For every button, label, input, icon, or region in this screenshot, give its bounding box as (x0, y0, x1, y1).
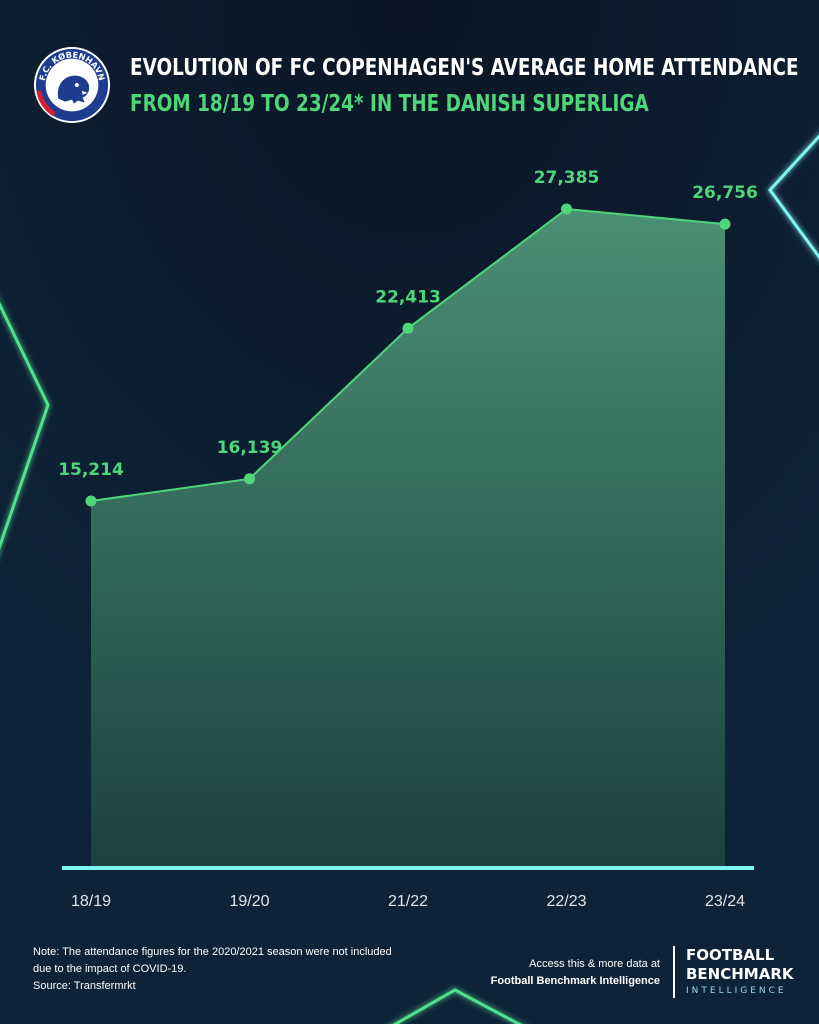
lion-crest-icon (57, 75, 90, 104)
data-point (561, 203, 572, 215)
data-label: 16,139 (217, 438, 283, 458)
x-tick-label: 18/19 (71, 893, 111, 910)
brand-line-3: INTELLIGENCE (686, 986, 787, 996)
x-tick-label: 22/23 (546, 893, 586, 910)
x-tick-label: 23/24 (705, 893, 745, 910)
data-point (719, 218, 731, 230)
brand-line-1: FOOTBALL (686, 946, 775, 964)
club-logo: F.C. KØBENHAVN (33, 46, 111, 124)
chart-title: EVOLUTION OF FC COPENHAGEN'S AVERAGE HOM… (130, 55, 799, 81)
data-label: 27,385 (534, 168, 600, 188)
brand-logo: FOOTBALL BENCHMARK INTELLIGENCE (686, 946, 794, 998)
left-neon-line (0, 301, 50, 551)
data-point (85, 495, 97, 507)
x-tick-label: 19/20 (229, 893, 269, 910)
x-tick-label: 21/22 (388, 893, 428, 910)
chart-subtitle: FROM 18/19 TO 23/24* IN THE DANISH SUPER… (130, 91, 649, 117)
area-fill (91, 209, 725, 866)
data-point (402, 322, 414, 334)
access-line-1: Access this & more data at (529, 958, 660, 970)
footnote: Note: The attendance figures for the 202… (33, 944, 413, 995)
brand-line-2: BENCHMARK (686, 965, 794, 983)
data-label: 15,214 (58, 460, 124, 480)
right-neon-line (768, 134, 819, 260)
x-axis-baseline (62, 866, 754, 870)
data-label: 26,756 (692, 183, 758, 203)
note-line-1: Note: The attendance figures for the 202… (33, 946, 392, 958)
bottom-neon-line (392, 988, 522, 1024)
brand-divider (673, 946, 675, 998)
access-line-2: Football Benchmark Intelligence (490, 975, 660, 987)
access-text: Access this & more data at Football Benc… (491, 956, 660, 990)
data-label: 22,413 (375, 287, 441, 307)
note-line-2: due to the impact of COVID-19. (33, 963, 187, 975)
data-point (244, 473, 255, 485)
source-line: Source: Transfermrkt (33, 980, 136, 992)
